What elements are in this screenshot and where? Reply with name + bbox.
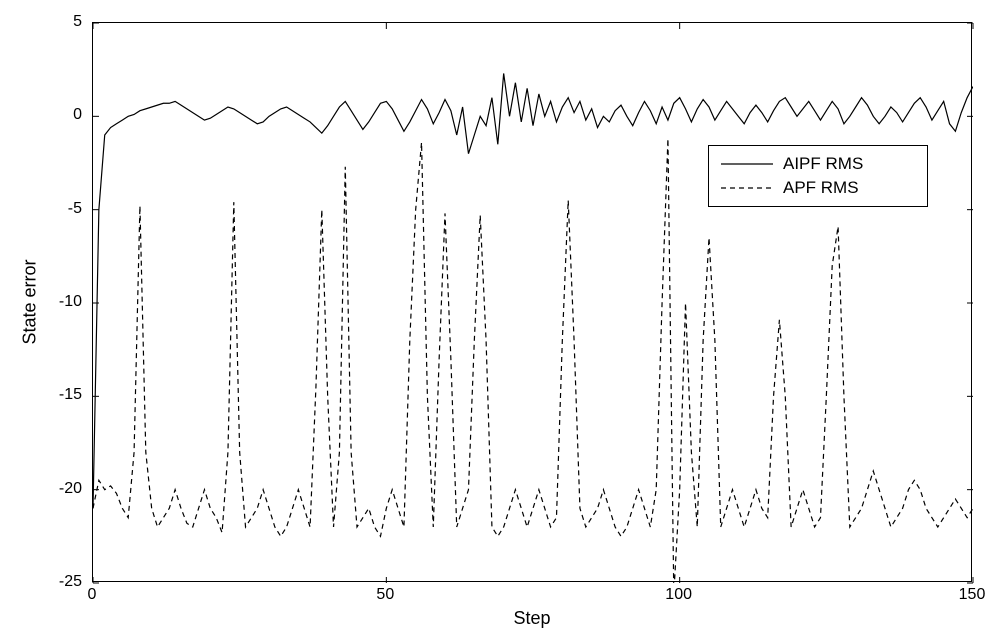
legend-swatch xyxy=(719,152,775,176)
x-tick-label: 50 xyxy=(376,586,394,604)
y-tick-label: -20 xyxy=(0,480,82,498)
plot-svg xyxy=(93,23,973,583)
legend-label: AIPF RMS xyxy=(783,154,863,174)
series-aipf xyxy=(93,73,973,508)
plot-area xyxy=(92,22,972,582)
legend-swatch xyxy=(719,176,775,200)
y-tick-label: -5 xyxy=(0,200,82,218)
x-tick-label: 0 xyxy=(88,586,97,604)
y-tick-label: 0 xyxy=(0,106,82,124)
legend-item: AIPF RMS xyxy=(719,152,917,176)
x-tick-label: 150 xyxy=(959,586,986,604)
x-tick-label: 100 xyxy=(665,586,692,604)
y-tick-label: -15 xyxy=(0,386,82,404)
y-tick-label: 5 xyxy=(0,13,82,31)
y-axis-label: State error xyxy=(20,259,41,344)
y-tick-label: -25 xyxy=(0,573,82,591)
legend: AIPF RMS APF RMS xyxy=(708,145,928,207)
legend-item: APF RMS xyxy=(719,176,917,200)
figure: 0 50 100 150 -25 -20 -15 -10 -5 0 5 Step State er… xyxy=(0,0,1000,641)
legend-label: APF RMS xyxy=(783,178,859,198)
y-tick-label: -10 xyxy=(0,293,82,311)
x-axis-label: Step xyxy=(513,608,550,629)
